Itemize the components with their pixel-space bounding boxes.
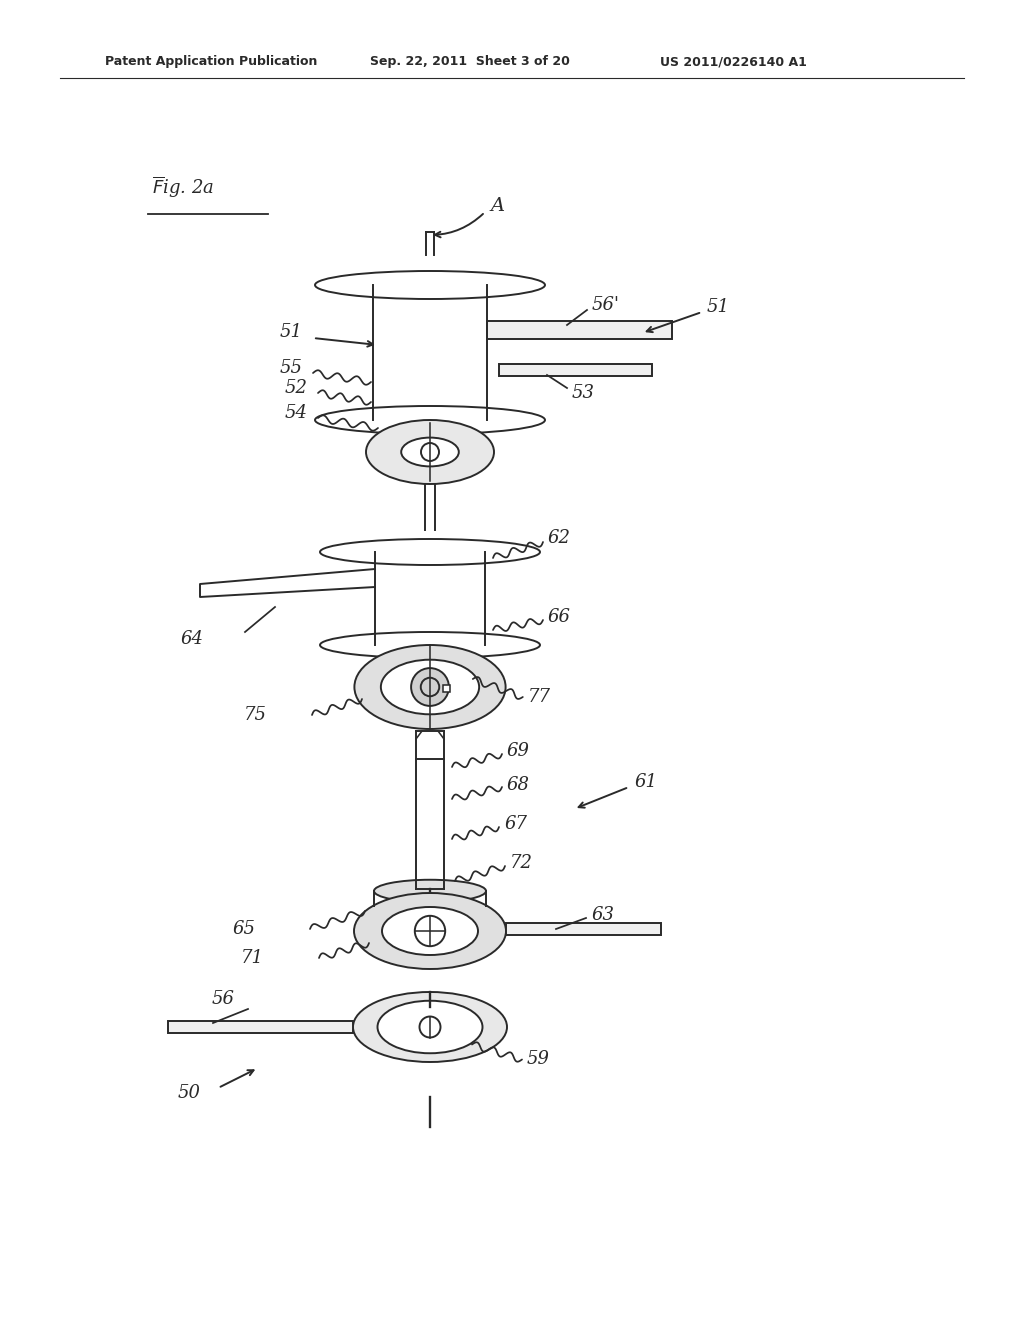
Ellipse shape bbox=[366, 420, 494, 484]
Text: 56: 56 bbox=[212, 990, 234, 1008]
Text: 55: 55 bbox=[280, 359, 303, 378]
Text: 54: 54 bbox=[285, 404, 308, 422]
Text: 69: 69 bbox=[506, 742, 529, 760]
Ellipse shape bbox=[401, 438, 459, 466]
Text: 50: 50 bbox=[178, 1084, 201, 1102]
Bar bbox=[499, 364, 652, 376]
Text: 72: 72 bbox=[510, 854, 534, 873]
Ellipse shape bbox=[382, 907, 478, 954]
Text: 77: 77 bbox=[527, 688, 551, 706]
Text: Sep. 22, 2011  Sheet 3 of 20: Sep. 22, 2011 Sheet 3 of 20 bbox=[370, 55, 570, 69]
Ellipse shape bbox=[354, 894, 506, 969]
Text: 64: 64 bbox=[180, 630, 203, 648]
Text: 56': 56' bbox=[592, 296, 620, 314]
Text: 51: 51 bbox=[280, 323, 303, 341]
Text: 52: 52 bbox=[285, 379, 308, 397]
Ellipse shape bbox=[354, 645, 506, 729]
Ellipse shape bbox=[374, 879, 486, 903]
Bar bbox=[487, 321, 672, 339]
Ellipse shape bbox=[381, 660, 479, 714]
Ellipse shape bbox=[353, 993, 507, 1063]
Text: 53: 53 bbox=[572, 384, 595, 403]
Text: 65: 65 bbox=[232, 920, 255, 939]
Text: US 2011/0226140 A1: US 2011/0226140 A1 bbox=[660, 55, 807, 69]
Text: A: A bbox=[490, 197, 504, 215]
Text: $\overline{F}$ig. 2a: $\overline{F}$ig. 2a bbox=[152, 174, 214, 201]
Text: 62: 62 bbox=[547, 529, 570, 546]
Ellipse shape bbox=[378, 1001, 482, 1053]
Text: 61: 61 bbox=[634, 774, 657, 791]
Text: 67: 67 bbox=[504, 814, 527, 833]
Text: 71: 71 bbox=[241, 949, 264, 968]
Bar bbox=[443, 685, 451, 692]
Text: 51: 51 bbox=[707, 298, 730, 315]
Text: 59: 59 bbox=[527, 1051, 550, 1068]
Circle shape bbox=[411, 668, 449, 706]
Text: 66: 66 bbox=[547, 609, 570, 626]
Text: 63: 63 bbox=[591, 906, 614, 924]
Text: 68: 68 bbox=[506, 776, 529, 795]
Text: Patent Application Publication: Patent Application Publication bbox=[105, 55, 317, 69]
Text: 75: 75 bbox=[244, 706, 267, 723]
Bar bbox=[506, 923, 662, 935]
Bar bbox=[168, 1020, 353, 1034]
